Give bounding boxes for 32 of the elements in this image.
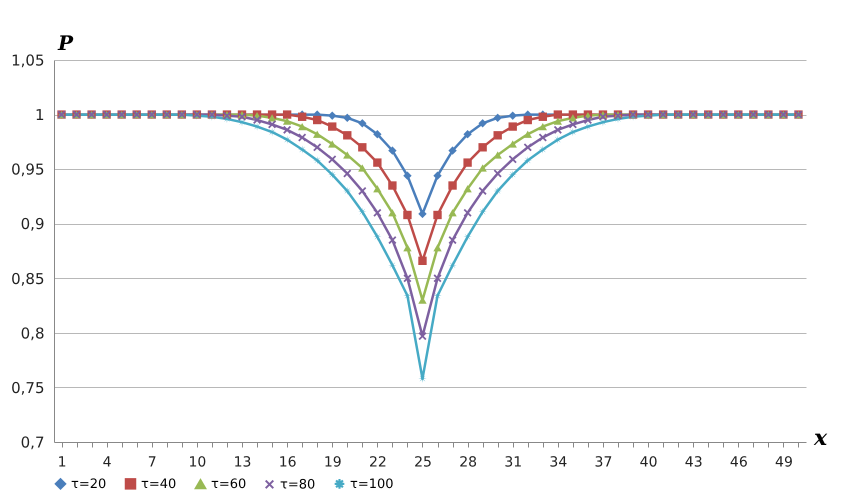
x-tick-label: 13 — [234, 454, 252, 470]
y-tick-label: 0,8 — [20, 324, 44, 342]
x-tick-label: 16 — [278, 454, 297, 470]
y-tick-label: 0,7 — [20, 434, 44, 452]
x-tick-label: 34 — [549, 454, 568, 470]
x-tick-label: 1 — [58, 454, 66, 470]
x-tick-label: 37 — [594, 454, 612, 470]
legend-label: τ=60 — [211, 477, 246, 492]
x-tick-label: 40 — [640, 454, 658, 470]
y-tick-label: 0,9 — [20, 215, 44, 234]
legend-label: τ=80 — [280, 477, 316, 492]
x-axis-title: x — [813, 425, 828, 451]
y-axis-title: P — [57, 31, 74, 55]
x-tick-label: 25 — [414, 454, 432, 470]
x-tick-label: 43 — [684, 454, 703, 470]
y-tick-label: 1,05 — [11, 52, 44, 70]
x-tick-label: 49 — [775, 454, 793, 470]
legend-label: τ=100 — [350, 476, 394, 492]
x-tick-label: 28 — [459, 454, 478, 470]
x-tick-label: 4 — [102, 454, 112, 470]
y-tick-label: 0,95 — [11, 160, 44, 179]
y-tick-label: 0,85 — [11, 270, 44, 288]
y-tick-label: 1 — [34, 106, 44, 124]
x-tick-label: 22 — [368, 454, 387, 470]
x-tick-label: 10 — [188, 454, 206, 470]
legend-label: τ=40 — [141, 476, 176, 492]
x-tick-label: 19 — [324, 454, 342, 470]
x-tick-label: 46 — [730, 454, 748, 470]
legend-label: τ=20 — [71, 476, 106, 492]
y-tick-label: 0,75 — [11, 378, 44, 397]
x-tick-label: 7 — [148, 454, 157, 470]
x-tick-label: 31 — [504, 454, 522, 470]
